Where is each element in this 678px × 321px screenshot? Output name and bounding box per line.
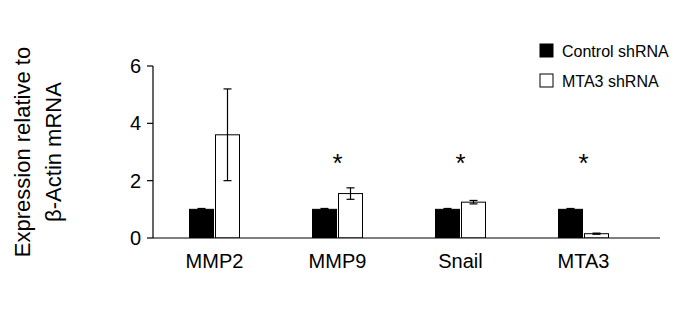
error-bar — [470, 200, 478, 203]
y-axis-label: β-Actin mRNA — [41, 82, 66, 222]
bar — [585, 234, 609, 238]
bar — [559, 209, 583, 238]
error-bar — [444, 208, 452, 210]
bar — [190, 209, 214, 238]
y-tick — [147, 123, 153, 124]
x-axis — [153, 237, 660, 238]
bar — [436, 209, 460, 238]
y-tick — [147, 65, 153, 66]
chart: Expression relative toβ-Actin mRNA 0 2 4 6 MM… — [0, 0, 678, 321]
x-tick-label: MTA3 — [558, 250, 610, 272]
y-tick-label: 4 — [130, 112, 141, 134]
y-tick-label: 2 — [130, 170, 141, 192]
legend-swatch — [540, 44, 553, 57]
error-bar — [224, 89, 232, 181]
significance-marker: * — [332, 148, 342, 178]
error-bar — [198, 208, 206, 210]
error-bar — [347, 188, 355, 199]
x-tick-label: MMP9 — [309, 250, 367, 272]
x-tick-label: Snail — [438, 250, 482, 272]
significance-marker: * — [578, 148, 588, 178]
error-bar — [593, 233, 601, 234]
y-tick-label: 6 — [130, 55, 141, 77]
y-axis-label: Expression relative to — [10, 47, 35, 257]
y-tick-label: 0 — [130, 227, 141, 249]
legend-label: Control shRNA — [562, 43, 669, 60]
error-bar — [567, 208, 575, 210]
legend-swatch — [540, 74, 553, 87]
bar — [313, 209, 337, 238]
bar — [339, 194, 363, 238]
significance-marker: * — [455, 148, 465, 178]
y-tick — [147, 180, 153, 181]
error-bar — [321, 208, 329, 210]
y-axis — [152, 66, 153, 238]
bars — [190, 89, 609, 238]
bar — [462, 202, 486, 238]
legend-label: MTA3 shRNA — [562, 73, 659, 90]
x-tick-label: MMP2 — [186, 250, 244, 272]
y-tick — [147, 237, 153, 238]
